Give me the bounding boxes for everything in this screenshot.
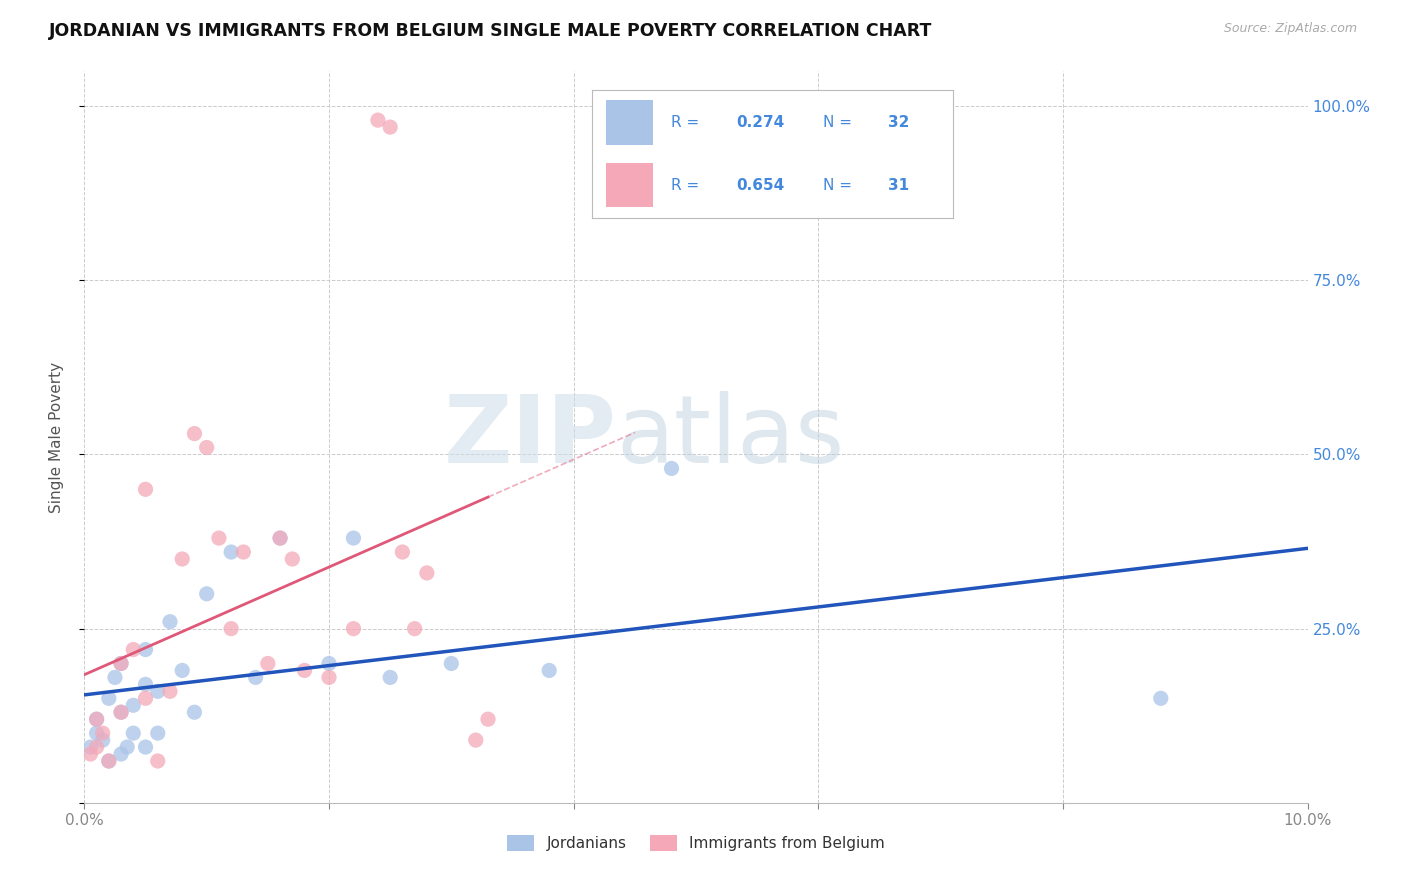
Point	[464, 733, 486, 747]
Point	[183, 426, 205, 441]
Point	[342, 531, 364, 545]
Point	[1150, 691, 1173, 706]
Point	[380, 670, 402, 684]
Point	[172, 664, 194, 678]
Point	[195, 587, 218, 601]
Point	[135, 483, 157, 497]
Point	[380, 120, 402, 134]
Point	[183, 705, 205, 719]
Point	[159, 615, 181, 629]
Point	[232, 545, 254, 559]
Point	[404, 622, 426, 636]
Point	[135, 740, 157, 755]
Y-axis label: Single Male Poverty: Single Male Poverty	[49, 361, 63, 513]
Text: ZIP: ZIP	[443, 391, 616, 483]
Point	[135, 677, 157, 691]
Point	[146, 726, 169, 740]
Point	[110, 657, 132, 671]
Point	[110, 705, 132, 719]
Text: atlas: atlas	[616, 391, 845, 483]
Point	[86, 712, 108, 726]
Point	[257, 657, 280, 671]
Point	[269, 531, 291, 545]
Point	[219, 622, 242, 636]
Point	[318, 657, 340, 671]
Point	[135, 642, 157, 657]
Point	[110, 705, 132, 719]
Point	[91, 726, 114, 740]
Legend: Jordanians, Immigrants from Belgium: Jordanians, Immigrants from Belgium	[501, 830, 891, 857]
Point	[91, 733, 114, 747]
Point	[342, 622, 364, 636]
Point	[661, 461, 683, 475]
Point	[219, 545, 242, 559]
Point	[367, 113, 389, 128]
Point	[135, 691, 157, 706]
Point	[97, 691, 120, 706]
Point	[110, 657, 132, 671]
Point	[477, 712, 499, 726]
Point	[159, 684, 181, 698]
Point	[172, 552, 194, 566]
Point	[97, 754, 120, 768]
Point	[318, 670, 340, 684]
Text: Source: ZipAtlas.com: Source: ZipAtlas.com	[1223, 22, 1357, 36]
Point	[115, 740, 138, 755]
Point	[146, 754, 169, 768]
Point	[86, 740, 108, 755]
Point	[79, 747, 101, 761]
Point	[416, 566, 439, 580]
Point	[122, 698, 145, 713]
Point	[538, 664, 561, 678]
Point	[245, 670, 267, 684]
Point	[208, 531, 231, 545]
Point	[391, 545, 413, 559]
Text: JORDANIAN VS IMMIGRANTS FROM BELGIUM SINGLE MALE POVERTY CORRELATION CHART: JORDANIAN VS IMMIGRANTS FROM BELGIUM SIN…	[49, 22, 932, 40]
Point	[281, 552, 304, 566]
Point	[86, 726, 108, 740]
Point	[122, 726, 145, 740]
Point	[110, 747, 132, 761]
Point	[269, 531, 291, 545]
Point	[86, 712, 108, 726]
Point	[79, 740, 101, 755]
Point	[146, 684, 169, 698]
Point	[122, 642, 145, 657]
Point	[104, 670, 127, 684]
Point	[195, 441, 218, 455]
Point	[294, 664, 316, 678]
Point	[97, 754, 120, 768]
Point	[440, 657, 463, 671]
